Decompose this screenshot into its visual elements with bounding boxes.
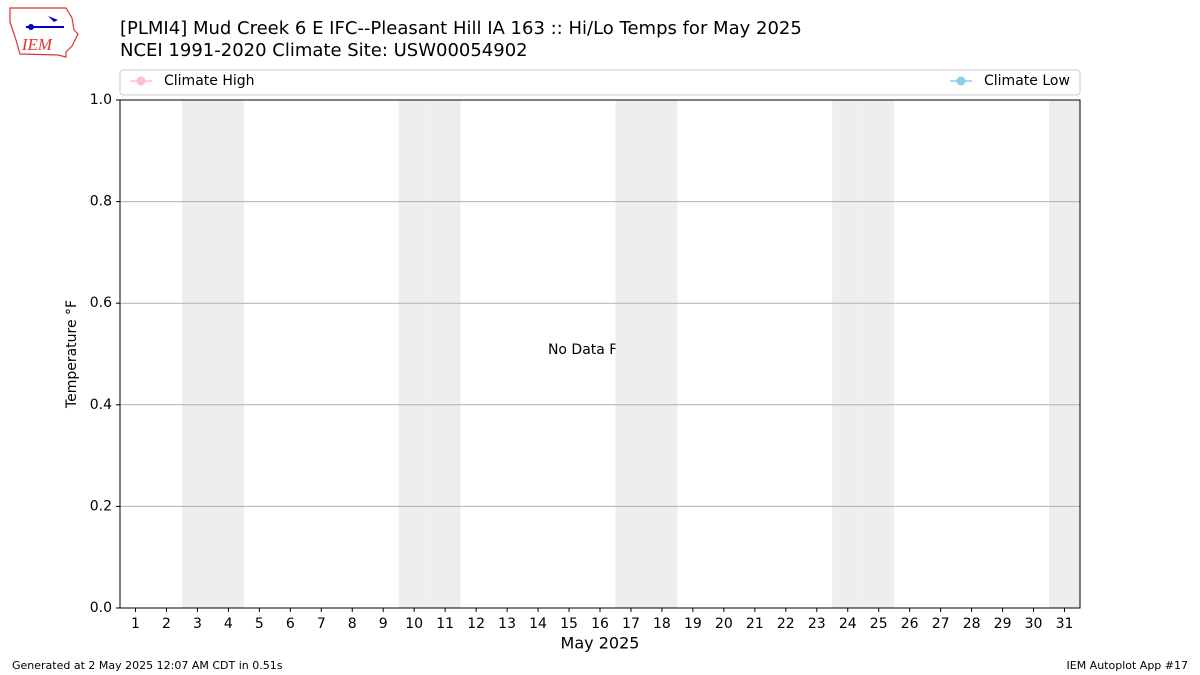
legend-label: Climate High bbox=[164, 73, 255, 89]
y-tick-label: 0.4 bbox=[90, 397, 112, 413]
x-tick-label: 5 bbox=[255, 616, 264, 632]
legend-label: Climate Low bbox=[984, 73, 1070, 89]
x-tick-label: 4 bbox=[224, 616, 233, 632]
weekend-band bbox=[398, 100, 430, 608]
x-tick-label: 29 bbox=[994, 616, 1012, 632]
weekend-band bbox=[212, 100, 244, 608]
x-tick-label: 13 bbox=[498, 616, 516, 632]
x-tick-label: 11 bbox=[436, 616, 454, 632]
footer-left: Generated at 2 May 2025 12:07 AM CDT in … bbox=[12, 659, 283, 672]
chart-title: [PLMI4] Mud Creek 6 E IFC--Pleasant Hill… bbox=[120, 18, 802, 39]
x-tick-label: 23 bbox=[808, 616, 826, 632]
weekend-band bbox=[615, 100, 647, 608]
x-tick-label: 3 bbox=[193, 616, 202, 632]
x-tick-label: 30 bbox=[1025, 616, 1043, 632]
x-tick-label: 8 bbox=[348, 616, 357, 632]
x-tick-label: 6 bbox=[286, 616, 295, 632]
x-tick-label: 7 bbox=[317, 616, 326, 632]
x-tick-label: 21 bbox=[746, 616, 764, 632]
weekend-band bbox=[646, 100, 678, 608]
x-tick-label: 19 bbox=[684, 616, 702, 632]
x-tick-label: 2 bbox=[162, 616, 171, 632]
x-tick-label: 20 bbox=[715, 616, 733, 632]
x-tick-label: 18 bbox=[653, 616, 671, 632]
x-tick-label: 15 bbox=[560, 616, 578, 632]
legend-marker bbox=[136, 76, 146, 86]
x-tick-label: 17 bbox=[622, 616, 640, 632]
legend bbox=[119, 69, 1081, 96]
x-axis-label: May 2025 bbox=[561, 634, 640, 653]
y-tick-label: 0.6 bbox=[90, 295, 112, 311]
x-tick-label: 25 bbox=[870, 616, 888, 632]
x-tick-label: 14 bbox=[529, 616, 547, 632]
x-tick-label: 31 bbox=[1056, 616, 1074, 632]
x-tick-label: 1 bbox=[131, 616, 140, 632]
y-tick-label: 0.2 bbox=[90, 498, 112, 514]
plot-frame bbox=[119, 99, 1081, 609]
chart-subtitle: NCEI 1991-2020 Climate Site: USW00054902 bbox=[120, 40, 528, 61]
x-tick-label: 10 bbox=[405, 616, 423, 632]
y-axis-label: Temperature °F bbox=[64, 300, 80, 409]
x-tick-label: 27 bbox=[932, 616, 950, 632]
plot-area bbox=[120, 99, 1080, 609]
logo: IEM bbox=[9, 7, 79, 58]
x-tick-label: 26 bbox=[901, 616, 919, 632]
x-tick-label: 22 bbox=[777, 616, 795, 632]
weekend-band bbox=[832, 100, 864, 608]
footer-right: IEM Autoplot App #17 bbox=[1067, 659, 1189, 672]
y-tick-label: 1.0 bbox=[90, 92, 112, 108]
weekend-band bbox=[863, 100, 895, 608]
weekend-band bbox=[429, 100, 461, 608]
y-tick-label: 0.8 bbox=[90, 194, 112, 210]
x-tick-label: 24 bbox=[839, 616, 857, 632]
legend-marker bbox=[956, 76, 966, 86]
x-tick-label: 12 bbox=[467, 616, 485, 632]
weekend-band bbox=[181, 100, 213, 608]
weekend-band bbox=[1049, 100, 1080, 608]
x-tick-label: 9 bbox=[379, 616, 388, 632]
x-tick-label: 16 bbox=[591, 616, 609, 632]
x-tick-label: 28 bbox=[963, 616, 981, 632]
y-tick-label: 0.0 bbox=[90, 600, 112, 616]
logo-text: IEM bbox=[21, 35, 53, 54]
